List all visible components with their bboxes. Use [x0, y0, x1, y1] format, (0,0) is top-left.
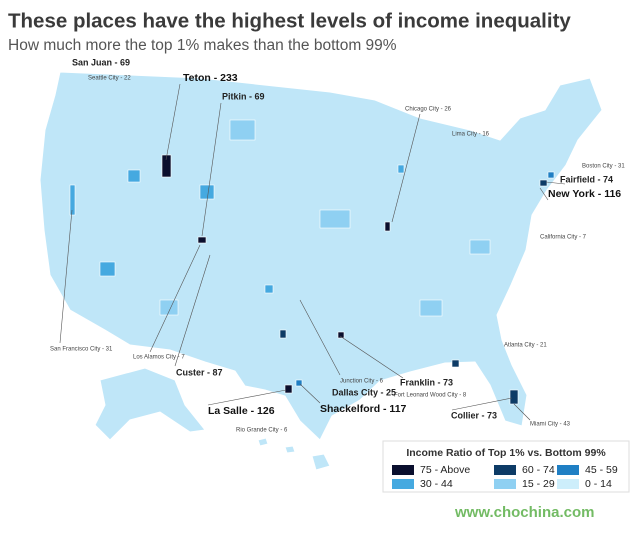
map-label: Fairfield - 74 — [560, 174, 613, 184]
legend-label: 15 - 29 — [522, 478, 555, 490]
legend-swatch — [494, 479, 516, 489]
legend-label: 75 - Above — [420, 464, 470, 476]
legend-label: 30 - 44 — [420, 478, 453, 490]
map-label: Atlanta City - 21 — [504, 343, 547, 349]
legend-swatch — [557, 479, 579, 489]
map-label: Pitkin - 69 — [222, 91, 265, 101]
map-label: Shackelford - 117 — [320, 403, 407, 415]
legend-title: Income Ratio of Top 1% vs. Bottom 99% — [406, 447, 606, 459]
map-label: Miami City - 43 — [530, 422, 571, 428]
hawaii — [257, 437, 331, 471]
legend-label: 0 - 14 — [585, 478, 612, 490]
alaska — [94, 367, 206, 441]
map-label: Lima City - 16 — [452, 132, 490, 138]
legend-label: 45 - 59 — [585, 464, 618, 476]
map-label: Boston City - 31 — [582, 164, 625, 170]
county-texture — [69, 119, 555, 405]
subtitle: How much more the top 1% makes than the … — [8, 37, 397, 54]
map-label: Chicago City - 26 — [405, 107, 452, 113]
map-label: Teton - 233 — [183, 72, 238, 84]
map-label: Dallas City - 25 — [332, 387, 396, 397]
map-label: California City - 7 — [540, 235, 587, 241]
map-label: San Juan - 69 — [72, 57, 130, 67]
legend-swatch — [557, 465, 579, 475]
map-label: San Francisco City - 31 — [50, 347, 113, 353]
map-label: Seattle City - 22 — [88, 76, 131, 82]
map-label: Los Alamos City - 7 — [133, 355, 185, 361]
callout-lines — [59, 83, 566, 421]
map-label: Fort Leonard Wood City - 8 — [394, 393, 467, 399]
title: These places have the highest levels of … — [8, 9, 571, 32]
map-label: Custer - 87 — [176, 367, 223, 377]
map-label: Collier - 73 — [451, 410, 497, 420]
map-label: Junction City - 6 — [340, 379, 384, 385]
legend-swatch — [392, 479, 414, 489]
watermark: www.chochina.com — [454, 504, 594, 521]
map-label: New York - 116 — [548, 188, 621, 200]
map-label: Franklin - 73 — [400, 377, 453, 387]
map-label: La Salle - 126 — [208, 405, 275, 417]
legend: Income Ratio of Top 1% vs. Bottom 99% 75… — [382, 440, 630, 493]
legend-items: 75 - Above 60 - 74 45 - 59 30 - 44 15 - 29 0 … — [392, 464, 618, 490]
legend-swatch — [494, 465, 516, 475]
map-label: Rio Grande City - 6 — [236, 428, 288, 434]
us-map — [39, 71, 603, 471]
legend-label: 60 - 74 — [522, 464, 555, 476]
legend-swatch — [392, 465, 414, 475]
labels: San Juan - 69 Seattle City - 22 Teton - 23… — [50, 57, 625, 433]
